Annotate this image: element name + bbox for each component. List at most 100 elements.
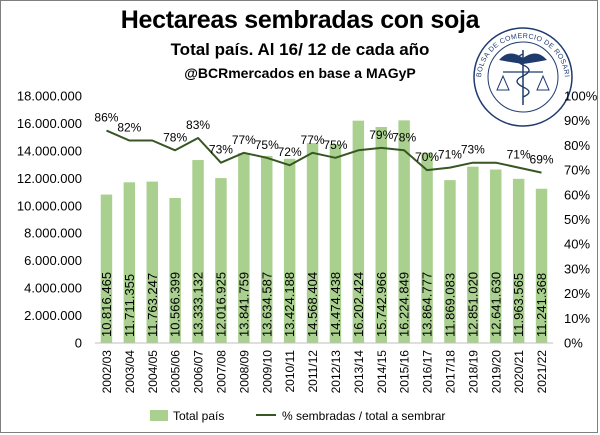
bar-value-label: 14.568.404: [305, 272, 320, 337]
line-point-label: 78%: [392, 130, 416, 144]
legend-swatch-total-pais: [150, 410, 168, 421]
right-axis-tick-label: 70%: [564, 163, 590, 178]
bar-total-pais: [490, 169, 502, 343]
bar-value-label: 13.864.777: [420, 272, 435, 337]
x-axis-tick-label: 2011/12: [306, 350, 320, 393]
bar-total-pais: [398, 120, 410, 344]
left-axis-tick-label: 6.000.000: [24, 253, 82, 268]
x-axis-tick-label: 2017/18: [443, 350, 457, 394]
right-axis-tick-label: 80%: [564, 138, 590, 153]
right-axis-tick-label: 10%: [564, 311, 590, 326]
line-point-label: 75%: [323, 138, 347, 152]
bar-value-label: 13.333.132: [191, 272, 206, 337]
x-axis-tick-label: 2005/06: [169, 350, 183, 394]
line-point-label: 82%: [117, 120, 141, 134]
x-axis-tick-label: 2020/21: [512, 350, 526, 394]
bar-value-label: 10.566.399: [168, 272, 183, 337]
bar-total-pais: [261, 155, 273, 343]
bar-total-pais: [329, 144, 342, 343]
bar-value-label: 13.634.587: [259, 272, 274, 337]
bar-total-pais: [238, 153, 250, 343]
right-axis-tick-label: 40%: [564, 237, 590, 252]
x-axis-tick-label: 2002/03: [100, 350, 114, 394]
x-axis-tick-label: 2018/19: [466, 350, 480, 394]
x-axis-tick-label: 2021/22: [535, 350, 549, 394]
right-axis-tick-label: 20%: [564, 286, 590, 301]
bar-total-pais: [512, 178, 525, 343]
bar-total-pais: [283, 158, 296, 343]
line-point-label: 70%: [415, 150, 439, 164]
left-axis-tick-label: 4.000.000: [24, 281, 82, 296]
left-axis-tick-label: 8.000.000: [24, 226, 82, 241]
line-point-label: 71%: [507, 148, 531, 162]
chart-legend: Total país % sembradas / total a sembrar: [150, 409, 445, 423]
bar-total-pais: [535, 188, 548, 343]
line-point-label: 69%: [530, 153, 554, 167]
bar-total-pais: [169, 198, 181, 343]
right-axis-tick-label: 0%: [564, 336, 583, 351]
line-pct-sembradas: [106, 129, 542, 174]
bar-total-pais: [146, 181, 158, 343]
left-axis-tick-label: 0: [75, 336, 82, 351]
right-axis-tick-label: 60%: [564, 187, 590, 202]
x-axis-tick-label: 2006/07: [192, 350, 206, 394]
line-point-label: 73%: [209, 143, 233, 157]
left-axis-tick-label: 10.000.000: [17, 198, 82, 213]
bar-value-label: 11.963.565: [511, 273, 526, 337]
legend-label-total-pais: Total país: [173, 409, 224, 423]
left-axis-tick-label: 18.000.000: [17, 89, 82, 104]
line-point-label: 75%: [255, 138, 279, 152]
bar-value-label: 11.869.083: [442, 273, 457, 337]
bar-total-pais: [467, 166, 479, 343]
seal-text: BOLSA DE COMERCIO DE ROSARIO: [0, 0, 570, 78]
bar-value-label: 13.424.188: [282, 272, 297, 337]
bar-value-label: 11.763.247: [145, 273, 160, 337]
left-axis-tick-label: 2.000.000: [24, 308, 82, 323]
chart-title: Hectareas sembradas con soja: [120, 6, 480, 34]
x-axis-tick-label: 2010/11: [283, 350, 297, 393]
line-point-label: 79%: [369, 128, 393, 142]
bar-total-pais: [352, 120, 365, 343]
bar-value-label: 12.851.020: [465, 272, 480, 337]
left-axis-tick-label: 12.000.000: [17, 171, 82, 186]
bar-value-label: 16.224.849: [397, 272, 412, 337]
x-axis-tick-label: 2015/16: [398, 350, 412, 394]
x-axis-tick-label: 2016/17: [421, 350, 435, 394]
legend-label-pct: % sembradas / total a sembrar: [282, 409, 445, 423]
x-axis-tick-label: 2012/13: [329, 350, 343, 394]
line-point-label: 86%: [94, 111, 118, 125]
bar-total-pais: [215, 178, 227, 343]
x-axis-tick-label: 2013/14: [352, 350, 366, 394]
bar-total-pais: [444, 180, 456, 343]
bar-value-label: 14.474.438: [328, 272, 343, 337]
bar-value-label: 13.841.759: [236, 272, 251, 337]
right-axis-tick-label: 100%: [564, 89, 598, 104]
bar-total-pais: [123, 182, 136, 343]
x-axis-tick-label: 2007/08: [214, 350, 228, 394]
bar-total-pais: [421, 152, 433, 343]
line-point-label: 77%: [301, 133, 325, 147]
chart-subtitle: Total país. Al 16/ 12 de cada año: [170, 40, 430, 59]
bar-value-label: 11.241.368: [534, 273, 549, 337]
line-point-label: 77%: [232, 133, 256, 147]
x-axis-tick-label: 2014/15: [375, 350, 389, 394]
line-point-label: 73%: [461, 143, 485, 157]
x-axis-tick-label: 2019/20: [489, 350, 503, 394]
line-point-label: 78%: [163, 130, 187, 144]
bcr-seal-logo: BOLSA DE COMERCIO DE ROSARIO: [0, 0, 573, 127]
bar-value-label: 15.742.966: [374, 272, 389, 337]
line-point-label: 72%: [278, 145, 302, 159]
x-axis-tick-label: 2008/09: [237, 350, 251, 394]
bar-value-label: 10.816.465: [99, 272, 114, 337]
line-point-label: 71%: [438, 148, 462, 162]
left-axis-tick-label: 14.000.000: [17, 143, 82, 158]
bar-value-label: 11.711.355: [122, 274, 137, 337]
bar-total-pais: [375, 126, 387, 343]
bar-value-label: 16.202.424: [351, 272, 366, 337]
bar-total-pais: [100, 194, 113, 343]
bar-value-label: 12.016.925: [213, 272, 228, 337]
x-axis-tick-label: 2009/10: [260, 350, 274, 394]
right-axis-tick-label: 30%: [564, 261, 590, 276]
chart-source: @BCRmercados en base a MAGyP: [184, 65, 416, 81]
